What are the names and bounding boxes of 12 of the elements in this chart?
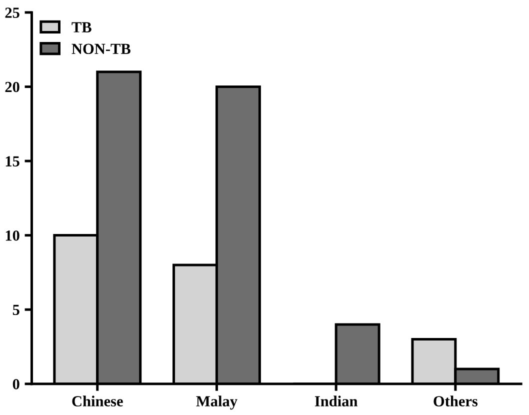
x-tick-label: Chinese: [72, 396, 123, 406]
y-tick-label: 5: [12, 304, 20, 316]
legend-label: NON-TB: [72, 44, 130, 54]
x-tick-label: Others: [434, 396, 478, 406]
legend-label: TB: [72, 22, 92, 32]
y-tick-label: 25: [5, 8, 20, 18]
y-tick-label: 15: [6, 156, 20, 166]
y-tick-label: 10: [6, 230, 20, 241]
x-tick-label: Indian: [314, 396, 358, 406]
y-tick-label: 20: [5, 82, 20, 92]
x-tick-label: Malay: [196, 396, 238, 410]
y-tick-label: 0: [12, 379, 20, 390]
